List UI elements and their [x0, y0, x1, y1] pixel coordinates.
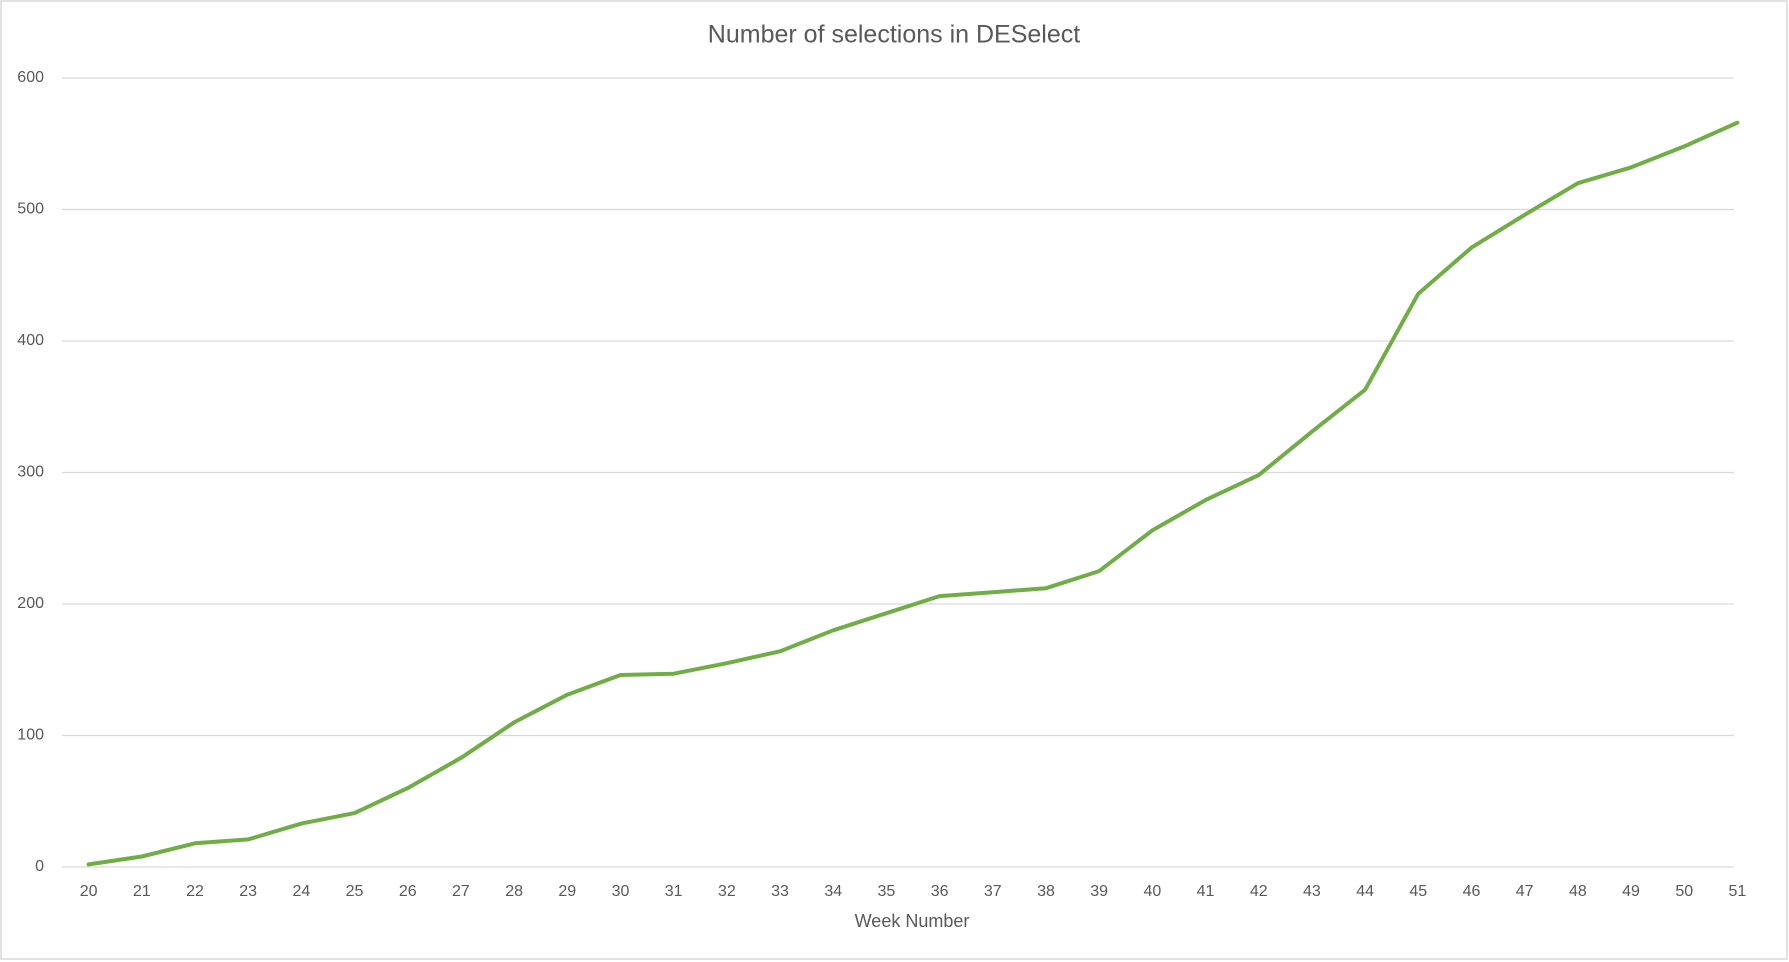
x-tick-label: 39: [1090, 883, 1108, 900]
x-tick-label: 26: [399, 883, 417, 900]
x-tick-label: 44: [1356, 883, 1374, 900]
x-tick-label: 49: [1622, 883, 1640, 900]
x-tick-label: 21: [133, 883, 151, 900]
x-tick-label: 46: [1463, 883, 1481, 900]
x-tick-label: 24: [292, 883, 310, 900]
x-tick-label: 33: [771, 883, 789, 900]
x-tick-label: 43: [1303, 883, 1321, 900]
x-tick-label: 45: [1409, 883, 1427, 900]
x-tick-label: 34: [824, 883, 842, 900]
x-tick-label: 35: [878, 883, 896, 900]
x-tick-label: 36: [931, 883, 949, 900]
y-tick-label: 500: [17, 201, 44, 218]
y-tick-label: 300: [17, 464, 44, 481]
x-tick-label: 32: [718, 883, 736, 900]
x-tick-label: 25: [346, 883, 364, 900]
x-tick-label: 40: [1143, 883, 1161, 900]
x-axis-label: Week Number: [855, 911, 970, 931]
x-tick-label: 28: [505, 883, 523, 900]
y-tick-label: 600: [17, 69, 44, 86]
chart-title: Number of selections in DESelect: [708, 21, 1080, 49]
x-tick-label: 47: [1516, 883, 1534, 900]
x-tick-label: 37: [984, 883, 1002, 900]
x-tick-label: 51: [1729, 883, 1747, 900]
y-tick-label: 0: [35, 858, 44, 875]
y-tick-label: 100: [17, 727, 44, 744]
x-tick-label: 30: [612, 883, 630, 900]
x-tick-label: 48: [1569, 883, 1587, 900]
x-tick-label: 42: [1250, 883, 1268, 900]
x-tick-label: 29: [558, 883, 576, 900]
x-tick-label: 41: [1197, 883, 1215, 900]
x-tick-label: 27: [452, 883, 470, 900]
y-tick-label: 200: [17, 595, 44, 612]
x-tick-label: 23: [239, 883, 257, 900]
data-line: [86, 120, 1740, 867]
x-tick-label: 50: [1675, 883, 1693, 900]
x-tick-label: 22: [186, 883, 204, 900]
x-tick-label: 38: [1037, 883, 1055, 900]
x-tick-label: 20: [80, 883, 98, 900]
x-tick-label: 31: [665, 883, 683, 900]
y-tick-label: 400: [17, 332, 44, 349]
